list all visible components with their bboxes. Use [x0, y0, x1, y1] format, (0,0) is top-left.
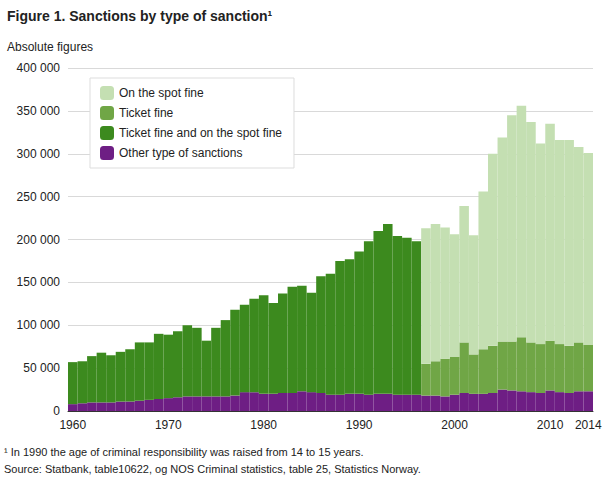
svg-text:On the spot fine: On the spot fine: [119, 86, 204, 100]
svg-text:2014: 2014: [575, 418, 602, 432]
svg-text:200 000: 200 000: [17, 233, 61, 247]
svg-text:¹ In 1990 the age of criminal: ¹ In 1990 the age of criminal responsibi…: [4, 446, 364, 458]
svg-text:Ticket fine: Ticket fine: [119, 106, 174, 120]
svg-text:1990: 1990: [346, 418, 373, 432]
svg-text:50 000: 50 000: [23, 361, 60, 375]
svg-text:1970: 1970: [155, 418, 182, 432]
svg-text:150 000: 150 000: [17, 275, 61, 289]
svg-text:300 000: 300 000: [17, 147, 61, 161]
svg-text:Figure 1. Sanctions by type of: Figure 1. Sanctions by type of sanction¹: [7, 8, 273, 24]
svg-text:Absolute figures: Absolute figures: [7, 40, 93, 54]
svg-text:2000: 2000: [441, 418, 468, 432]
svg-text:1980: 1980: [250, 418, 277, 432]
svg-text:350 000: 350 000: [17, 104, 61, 118]
svg-text:1960: 1960: [59, 418, 86, 432]
svg-text:100 000: 100 000: [17, 318, 61, 332]
svg-text:250 000: 250 000: [17, 190, 61, 204]
svg-text:2010: 2010: [537, 418, 564, 432]
svg-text:Source: Statbank, table10622,: Source: Statbank, table10622, og NOS Cri…: [4, 463, 421, 475]
svg-text:Other type of sanctions: Other type of sanctions: [119, 146, 242, 160]
svg-text:0: 0: [53, 404, 60, 418]
svg-text:400 000: 400 000: [17, 61, 61, 75]
svg-text:Ticket fine and on the spot fi: Ticket fine and on the spot fine: [119, 126, 282, 140]
